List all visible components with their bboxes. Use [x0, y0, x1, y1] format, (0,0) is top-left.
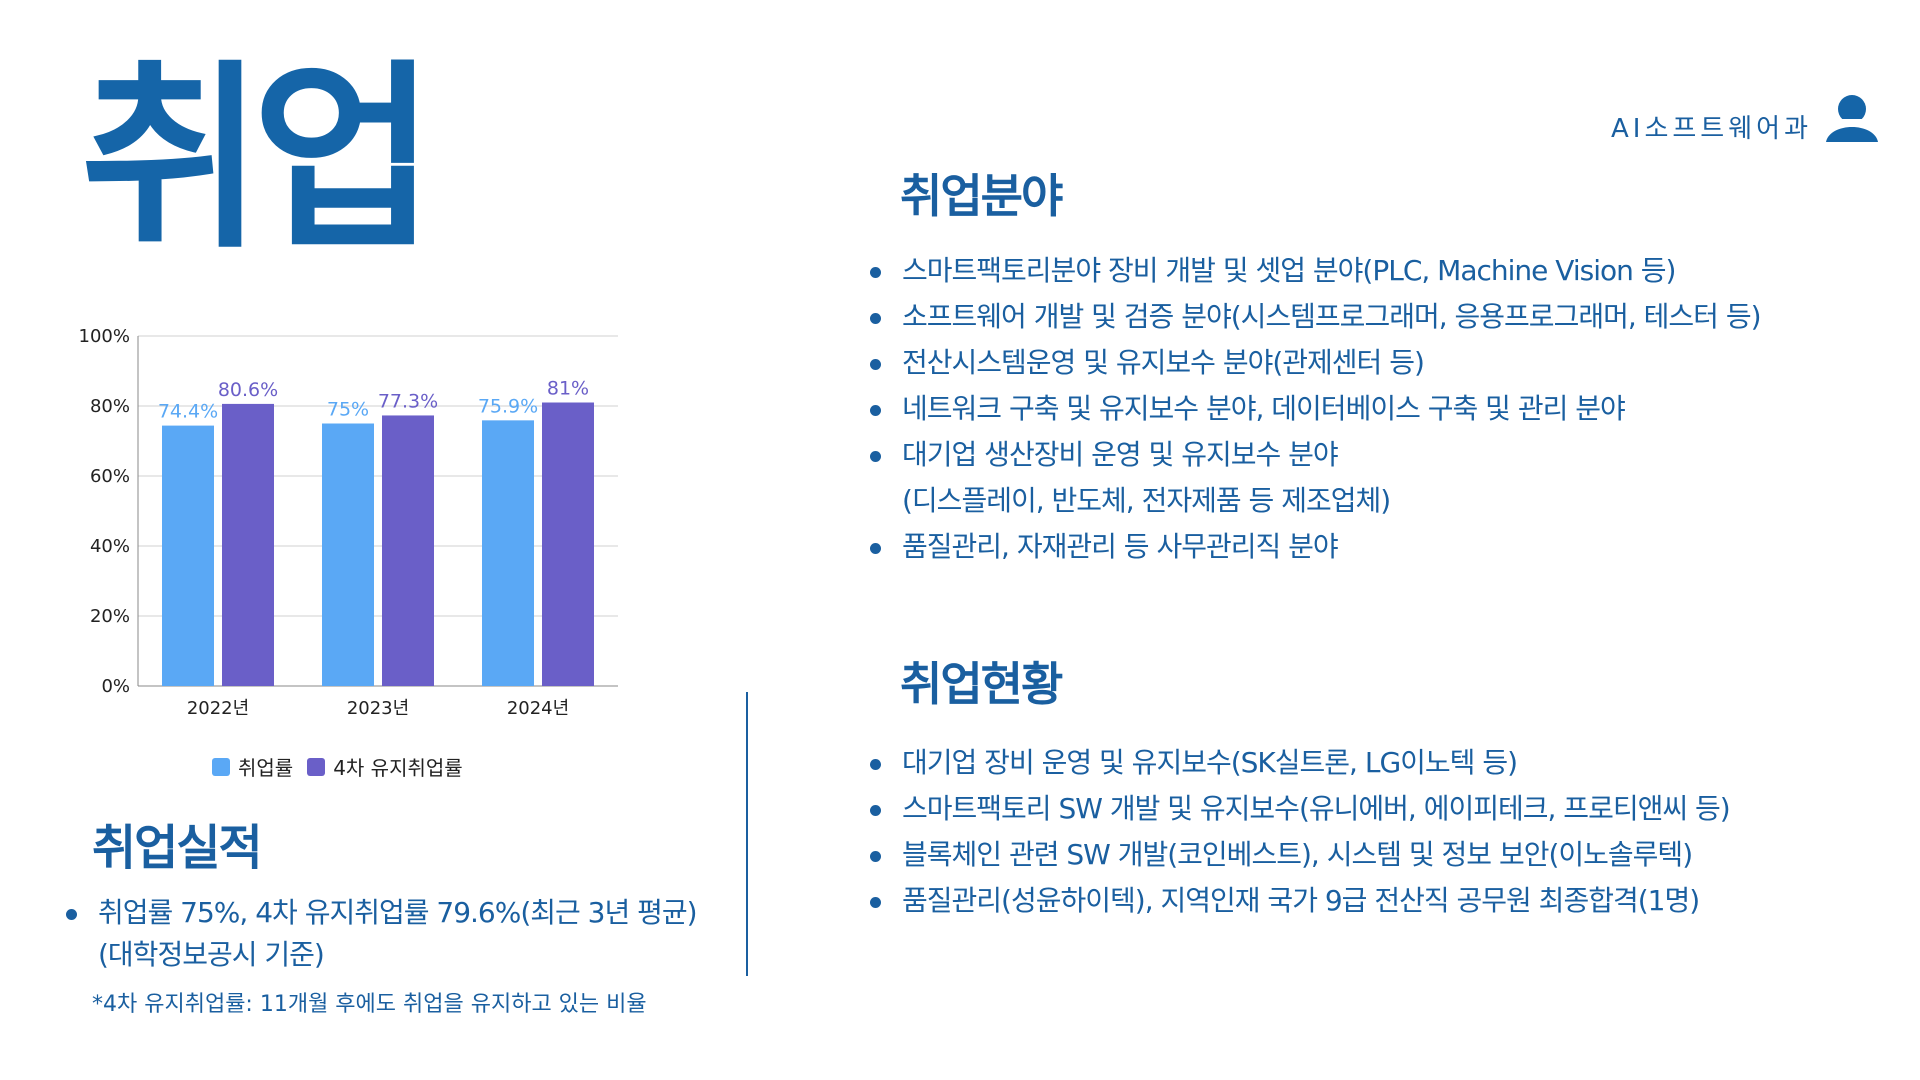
status-list: 대기업 장비 운영 및 유지보수(SK실트론, LG이노텍 등) 스마트팩토리 …	[866, 740, 1731, 924]
list-item: 블록체인 관련 SW 개발(코인베스트), 시스템 및 정보 보안(이노솔루텍)	[866, 832, 1730, 878]
list-item: 취업률 75%, 4차 유지취업률 79.6%(최근 3년 평균) (대학정보공…	[62, 892, 698, 976]
list-item-text: 대기업 생산장비 운영 및 유지보수 분야	[902, 438, 1339, 471]
bar	[322, 423, 374, 686]
list-item-text: 스마트팩토리분야 장비 개발 및 셋업 분야(PLC, Machine Visi…	[902, 254, 1676, 287]
list-item: 스마트팩토리분야 장비 개발 및 셋업 분야(PLC, Machine Visi…	[866, 248, 1761, 294]
data-label: 81%	[547, 378, 589, 400]
list-item-subtext: (디스플레이, 반도체, 전자제품 등 제조업체)	[902, 484, 1391, 517]
list-item: 스마트팩토리 SW 개발 및 유지보수(유니에버, 에이피테크, 프로티앤씨 등…	[866, 786, 1731, 832]
legend-item-employment: 취업률	[212, 752, 293, 781]
list-item-text: 블록체인 관련 SW 개발(코인베스트), 시스템 및 정보 보안(이노솔루텍)	[902, 838, 1693, 871]
list-item-text: 네트워크 구축 및 유지보수 분야, 데이터베이스 구축 및 관리 분야	[902, 392, 1626, 425]
data-label: 75.9%	[478, 395, 538, 417]
x-tick-label: 2024년	[507, 698, 569, 719]
data-label: 74.4%	[158, 401, 218, 423]
department-logo-icon	[1824, 95, 1880, 142]
bar	[482, 420, 534, 686]
list-item-text: 전산시스템운영 및 유지보수 분야(관제센터 등)	[902, 346, 1425, 379]
legend-swatch	[307, 757, 326, 776]
list-item: 대기업 생산장비 운영 및 유지보수 분야 (디스플레이, 반도체, 전자제품 …	[866, 432, 1761, 524]
performance-list: 취업률 75%, 4차 유지취업률 79.6%(최근 3년 평균) (대학정보공…	[62, 892, 698, 976]
page-title: 취업	[80, 43, 436, 276]
legend-label: 4차 유지취업률	[333, 756, 463, 780]
list-item-text: 취업률 75%, 4차 유지취업률 79.6%(최근 3년 평균)	[98, 896, 698, 929]
vertical-divider	[746, 692, 748, 976]
list-item: 소프트웨어 개발 및 검증 분야(시스템프로그래머, 응용프로그래머, 테스터 …	[866, 294, 1762, 340]
department-label: AI소프트웨어과	[1611, 114, 1812, 144]
list-item: 전산시스템운영 및 유지보수 분야(관제센터 등)	[866, 340, 1761, 386]
list-item: 품질관리(성윤하이텍), 지역인재 국가 9급 전산직 공무원 최종합격(1명)	[866, 878, 1730, 924]
x-tick-label: 2022년	[187, 698, 249, 719]
footnote: *4차 유지취업률: 11개월 후에도 취업을 유지하고 있는 비율	[92, 992, 647, 1017]
legend-item-retention: 4차 유지취업률	[307, 752, 463, 781]
list-item: 대기업 장비 운영 및 유지보수(SK실트론, LG이노텍 등)	[866, 740, 1730, 786]
list-item-text: 소프트웨어 개발 및 검증 분야(시스템프로그래머, 응용프로그래머, 테스터 …	[902, 300, 1762, 333]
y-tick-label: 40%	[90, 536, 130, 557]
data-label: 80.6%	[218, 379, 278, 401]
y-tick-label: 80%	[90, 396, 130, 417]
y-tick-label: 0%	[101, 676, 130, 697]
list-item-subtext: (대학정보공시 기준)	[98, 938, 325, 971]
fields-list: 스마트팩토리분야 장비 개발 및 셋업 분야(PLC, Machine Visi…	[866, 248, 1762, 570]
fields-title: 취업분야	[900, 169, 1063, 223]
list-item-text: 품질관리, 자재관리 등 사무관리직 분야	[902, 530, 1339, 563]
bar	[222, 403, 274, 686]
list-item-text: 대기업 장비 운영 및 유지보수(SK실트론, LG이노텍 등)	[902, 746, 1518, 779]
data-label: 75%	[327, 399, 369, 421]
bar	[162, 425, 214, 686]
chart-legend: 취업률 4차 유지취업률	[212, 752, 463, 781]
list-item-text: 스마트팩토리 SW 개발 및 유지보수(유니에버, 에이피테크, 프로티앤씨 등…	[902, 792, 1731, 825]
list-item: 네트워크 구축 및 유지보수 분야, 데이터베이스 구축 및 관리 분야	[866, 386, 1761, 432]
y-tick-label: 20%	[90, 606, 130, 627]
status-title: 취업현황	[900, 657, 1063, 711]
y-tick-label: 60%	[90, 466, 130, 487]
bar	[382, 415, 434, 686]
list-item-text: 품질관리(성윤하이텍), 지역인재 국가 9급 전산직 공무원 최종합격(1명)	[902, 884, 1700, 917]
list-item: 품질관리, 자재관리 등 사무관리직 분야	[866, 524, 1761, 570]
employment-bar-chart: 0% 20% 40% 60% 80% 100% 74.4%80.6% 2022년 75% 77.3…	[79, 326, 618, 719]
bar	[542, 402, 594, 686]
x-tick-label: 2023년	[347, 698, 409, 719]
y-tick-label: 100%	[79, 326, 130, 347]
legend-swatch	[212, 757, 230, 776]
legend-label: 취업률	[238, 756, 294, 780]
data-label: 77.3%	[378, 390, 438, 412]
performance-title: 취업실적	[92, 820, 263, 876]
